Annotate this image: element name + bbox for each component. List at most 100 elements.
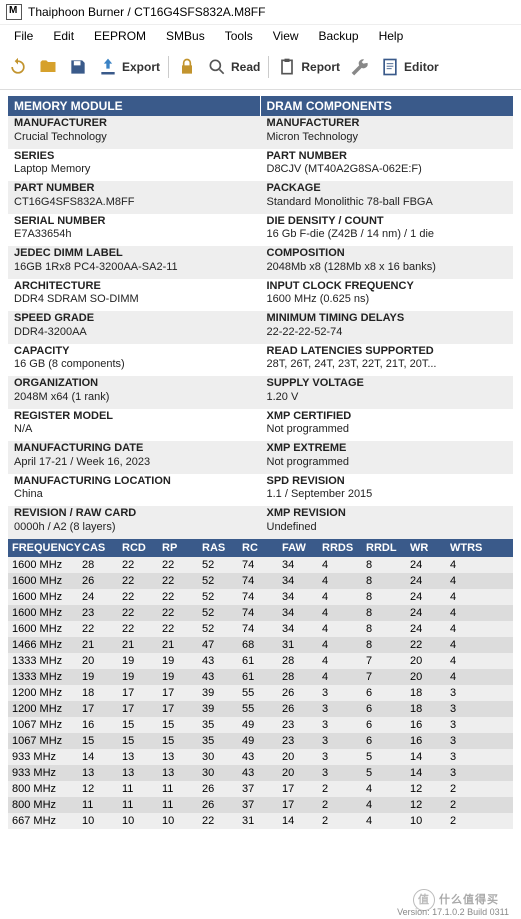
cell: 3	[318, 765, 362, 781]
info-field: INPUT CLOCK FREQUENCY1600 MHz (0.625 ns)	[261, 279, 514, 312]
cell: 3	[446, 749, 490, 765]
info-field: SERIESLaptop Memory	[8, 149, 261, 182]
field-label: MANUFACTURING LOCATION	[14, 475, 255, 489]
cell: 933 MHz	[8, 749, 78, 765]
cell: 7	[362, 653, 406, 669]
menubar: File Edit EEPROM SMBus Tools View Backup…	[0, 25, 521, 49]
cell: 17	[118, 701, 158, 717]
menu-tools[interactable]: Tools	[217, 27, 261, 45]
menu-help[interactable]: Help	[371, 27, 412, 45]
cell: 19	[158, 669, 198, 685]
section-dram-components: DRAM COMPONENTS	[261, 96, 514, 116]
read-label: Read	[231, 60, 260, 74]
field-value: Laptop Memory	[14, 163, 255, 177]
cell: 1600 MHz	[8, 605, 78, 621]
cell: 28	[278, 653, 318, 669]
menu-file[interactable]: File	[6, 27, 41, 45]
menu-backup[interactable]: Backup	[311, 27, 367, 45]
cell: 22	[158, 605, 198, 621]
field-value: D8CJV (MT40A2G8SA-062E:F)	[267, 163, 508, 177]
cell: 4	[362, 781, 406, 797]
cell: 12	[406, 781, 446, 797]
cell: 43	[238, 749, 278, 765]
refresh-icon	[8, 57, 28, 77]
grid-col-header: RAS	[198, 539, 238, 557]
info-field: COMPOSITION2048Mb x8 (128Mb x8 x 16 bank…	[261, 246, 514, 279]
cell: 43	[198, 653, 238, 669]
info-field: REGISTER MODELN/A	[8, 409, 261, 442]
read-button[interactable]: Read	[203, 55, 264, 79]
menu-view[interactable]: View	[265, 27, 307, 45]
info-field: MANUFACTURING DATEApril 17-21 / Week 16,…	[8, 441, 261, 474]
info-field: CAPACITY16 GB (8 components)	[8, 344, 261, 377]
info-field: READ LATENCIES SUPPORTED28T, 26T, 24T, 2…	[261, 344, 514, 377]
cell: 14	[278, 813, 318, 829]
cell: 34	[278, 621, 318, 637]
cell: 43	[198, 669, 238, 685]
editor-button[interactable]: Editor	[376, 55, 443, 79]
field-label: ARCHITECTURE	[14, 280, 255, 294]
menu-smbus[interactable]: SMBus	[158, 27, 213, 45]
table-row: 1067 MHz16151535492336163	[8, 717, 513, 733]
open-button[interactable]	[34, 55, 62, 79]
field-value: 16 GB (8 components)	[14, 358, 255, 372]
cell: 18	[406, 685, 446, 701]
cell: 4	[362, 813, 406, 829]
field-label: COMPOSITION	[267, 247, 508, 261]
cell: 6	[362, 685, 406, 701]
table-row: 800 MHz11111126371724122	[8, 797, 513, 813]
cell: 14	[78, 749, 118, 765]
refresh-button[interactable]	[4, 55, 32, 79]
cell: 5	[362, 765, 406, 781]
cell: 3	[318, 733, 362, 749]
cell: 43	[238, 765, 278, 781]
cell: 4	[446, 573, 490, 589]
cell: 22	[118, 605, 158, 621]
lock-button[interactable]	[173, 55, 201, 79]
cell: 22	[118, 557, 158, 573]
cell: 23	[278, 717, 318, 733]
folder-icon	[38, 57, 58, 77]
cell: 17	[278, 797, 318, 813]
field-label: XMP EXTREME	[267, 442, 508, 456]
cell: 6	[362, 733, 406, 749]
cell: 39	[198, 701, 238, 717]
info-columns: MANUFACTURERCrucial TechnologySERIESLapt…	[8, 116, 513, 539]
cell: 8	[362, 589, 406, 605]
save-button[interactable]	[64, 55, 92, 79]
cell: 1466 MHz	[8, 637, 78, 653]
cell: 52	[198, 557, 238, 573]
cell: 1600 MHz	[8, 621, 78, 637]
export-icon	[98, 57, 118, 77]
menu-edit[interactable]: Edit	[45, 27, 82, 45]
cell: 11	[158, 797, 198, 813]
grid-col-header: FREQUENCY	[8, 539, 78, 557]
cell: 74	[238, 573, 278, 589]
document-icon	[380, 57, 400, 77]
report-button[interactable]: Report	[273, 55, 344, 79]
field-label: SPD REVISION	[267, 475, 508, 489]
cell: 4	[318, 573, 362, 589]
cell: 3	[446, 765, 490, 781]
cell: 24	[406, 557, 446, 573]
export-button[interactable]: Export	[94, 55, 164, 79]
settings-button[interactable]	[346, 55, 374, 79]
menu-eeprom[interactable]: EEPROM	[86, 27, 154, 45]
info-field: PART NUMBERD8CJV (MT40A2G8SA-062E:F)	[261, 149, 514, 182]
table-row: 1600 MHz24222252743448244	[8, 589, 513, 605]
cell: 17	[158, 685, 198, 701]
cell: 1600 MHz	[8, 589, 78, 605]
table-row: 1466 MHz21212147683148224	[8, 637, 513, 653]
field-label: JEDEC DIMM LABEL	[14, 247, 255, 261]
cell: 20	[278, 749, 318, 765]
cell: 4	[446, 669, 490, 685]
cell: 55	[238, 701, 278, 717]
cell: 47	[198, 637, 238, 653]
cell: 8	[362, 637, 406, 653]
field-label: SERIAL NUMBER	[14, 215, 255, 229]
cell: 24	[78, 589, 118, 605]
cell: 22	[118, 589, 158, 605]
cell: 2	[446, 781, 490, 797]
toolbar: Export Read Report Editor	[0, 49, 521, 90]
info-field: XMP REVISIONUndefined	[261, 506, 514, 539]
